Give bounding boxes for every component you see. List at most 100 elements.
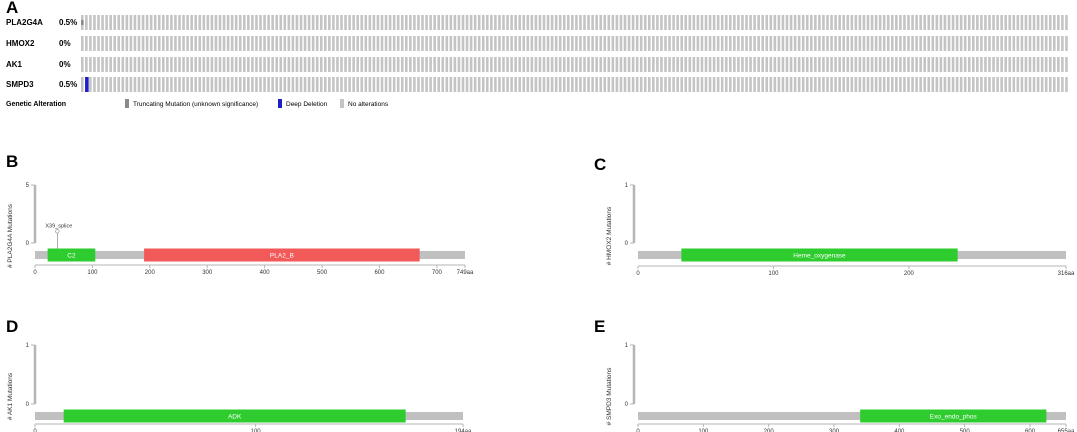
oncoprint-cell — [639, 36, 643, 51]
oncoprint-cell — [198, 57, 202, 72]
oncoprint-cell — [206, 36, 210, 51]
lollipop-plot-pla2g4a: # PLA2G4A Mutations 5 0 X39_splice C2 PLA2_B 0… — [7, 183, 474, 276]
oncoprint-cell — [554, 15, 558, 30]
oncoprint-cell — [741, 36, 744, 51]
oncoprint-cell — [915, 36, 918, 51]
oncoprint-cell — [449, 15, 453, 30]
oncoprint-cell — [955, 15, 959, 30]
legend-label-deletion: Deep Deletion — [286, 101, 328, 108]
oncoprint-cell — [700, 15, 704, 30]
oncoprint-cell — [595, 57, 598, 72]
oncoprint-cell — [850, 57, 854, 72]
oncoprint-cell — [765, 36, 769, 51]
oncoprint-cell — [210, 15, 214, 30]
oncoprint-cell — [117, 36, 121, 51]
oncoprint-cell — [575, 77, 578, 92]
oncoprint-cell — [303, 57, 307, 72]
oncoprint-cell — [157, 36, 161, 51]
oncoprint-cell — [599, 57, 602, 72]
oncoprint-cell — [417, 77, 420, 92]
oncoprint-cell — [724, 15, 728, 30]
oncoprint-cell — [623, 77, 627, 92]
oncoprint-cell — [797, 57, 801, 72]
oncoprint-cell — [332, 36, 335, 51]
oncoprint-cell — [858, 15, 862, 30]
oncoprint-cell — [352, 15, 355, 30]
oncoprint-cell — [352, 57, 355, 72]
oncoprint-cell — [858, 77, 862, 92]
oncoprint-cell — [801, 36, 805, 51]
oncoprint-cell — [895, 57, 898, 72]
oncoprint-cell — [243, 15, 246, 30]
oncoprint-cell — [943, 15, 947, 30]
oncoprint-cell — [360, 15, 364, 30]
oncoprint-cell — [874, 15, 878, 30]
truncating-mutation-mark — [81, 19, 84, 26]
oncoprint-cell — [396, 77, 400, 92]
oncoprint-cell — [664, 57, 667, 72]
domain-pla2-b[interactable] — [144, 248, 420, 262]
oncoprint-cell — [688, 77, 692, 92]
oncoprint-cell — [854, 57, 858, 72]
oncoprint-cell — [364, 36, 368, 51]
oncoprint-cell — [546, 36, 550, 51]
oncoprint-cell — [700, 77, 704, 92]
oncoprint-cell — [481, 36, 485, 51]
oncoprint-cell — [368, 15, 372, 30]
oncoprint-cell — [506, 77, 509, 92]
oncoprint-cell — [514, 15, 517, 30]
oncoprint-cell — [854, 36, 858, 51]
oncoprint-cell — [457, 77, 461, 92]
oncoprint-cell — [595, 77, 598, 92]
oncoprint-cell — [222, 77, 226, 92]
oncoprint-cell — [976, 15, 979, 30]
oncoprint-cell — [959, 15, 963, 30]
oncoprint-cell — [449, 57, 453, 72]
oncoprint-cell — [587, 15, 590, 30]
legend-title: Genetic Alteration — [6, 101, 66, 108]
oncoprint-cell — [384, 36, 388, 51]
domain-adk[interactable] — [63, 409, 406, 423]
oncoprint-cell — [226, 57, 230, 72]
oncoprint-cell — [814, 57, 817, 72]
mutation-head[interactable] — [55, 229, 60, 234]
oncoprint-cell — [959, 57, 963, 72]
oncoprint-cell — [980, 15, 983, 30]
oncoprint-cell — [494, 15, 497, 30]
oncoprint-cell — [923, 15, 926, 30]
gene-label-hmox2: HMOX2 — [6, 39, 35, 48]
domain-exo-endo-phos[interactable] — [860, 409, 1047, 423]
oncoprint-cell — [587, 36, 590, 51]
oncoprint-cell — [648, 57, 651, 72]
oncoprint-cell — [441, 57, 445, 72]
oncoprint-cell — [546, 57, 550, 72]
oncoprint-cell — [230, 77, 234, 92]
oncoprint-cell — [591, 36, 594, 51]
oncoprint-cell — [226, 77, 230, 92]
oncoprint-cell — [923, 36, 926, 51]
oncoprint-cell — [684, 15, 688, 30]
x-tick-label: 500 — [317, 270, 328, 276]
oncoprint-cell — [708, 77, 712, 92]
oncoprint-cell — [109, 15, 112, 30]
y-tick-label: 1 — [26, 343, 30, 349]
oncoprint-cell — [733, 15, 736, 30]
oncoprint: PLA2G4A 0.5% HMOX2 0% AK1 0% SMPD3 0.5% Genetic… — [6, 15, 1068, 108]
domain-heme-oxygenase[interactable] — [681, 248, 958, 262]
oncoprint-cell — [477, 15, 481, 30]
oncoprint-cell — [818, 15, 821, 30]
domain-c2[interactable] — [47, 248, 96, 262]
oncoprint-cell — [1024, 57, 1028, 72]
oncoprint-cell — [307, 36, 311, 51]
oncoprint-cell — [716, 36, 720, 51]
oncoprint-cell — [295, 15, 299, 30]
oncoprint-cell — [984, 57, 987, 72]
oncoprint-cell — [733, 57, 736, 72]
oncoprint-cell — [133, 36, 137, 51]
oncoprint-cell — [279, 15, 283, 30]
panel-letter-c: C — [594, 155, 607, 174]
oncoprint-cell — [627, 77, 631, 92]
oncoprint-cell — [745, 77, 748, 92]
oncoprint-cell — [850, 15, 854, 30]
oncoprint-cell — [1016, 15, 1020, 30]
